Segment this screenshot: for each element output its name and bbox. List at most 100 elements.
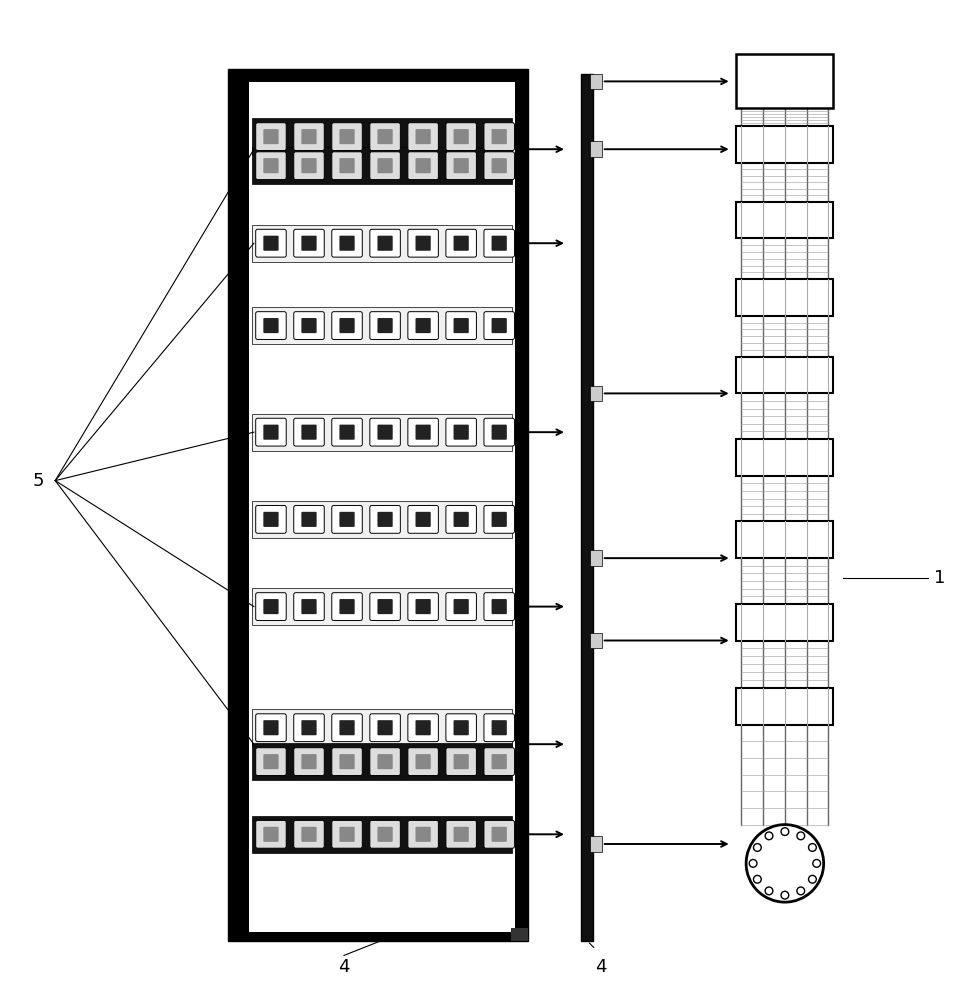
Circle shape: [808, 875, 816, 883]
FancyBboxPatch shape: [370, 312, 400, 339]
FancyBboxPatch shape: [416, 599, 431, 614]
FancyBboxPatch shape: [331, 748, 362, 776]
FancyBboxPatch shape: [370, 748, 400, 776]
FancyBboxPatch shape: [446, 748, 477, 776]
FancyBboxPatch shape: [446, 312, 477, 339]
Bar: [252, 743, 513, 780]
FancyBboxPatch shape: [446, 229, 477, 257]
FancyBboxPatch shape: [416, 236, 431, 251]
Bar: [252, 816, 513, 853]
FancyBboxPatch shape: [453, 158, 469, 173]
FancyBboxPatch shape: [339, 158, 355, 173]
FancyBboxPatch shape: [416, 158, 431, 173]
FancyBboxPatch shape: [378, 512, 392, 527]
Bar: [590, 836, 602, 852]
FancyBboxPatch shape: [339, 236, 355, 251]
FancyBboxPatch shape: [301, 512, 317, 527]
FancyBboxPatch shape: [491, 158, 507, 173]
FancyBboxPatch shape: [301, 129, 317, 144]
Circle shape: [754, 844, 762, 851]
FancyBboxPatch shape: [256, 312, 286, 339]
FancyBboxPatch shape: [264, 425, 278, 440]
FancyBboxPatch shape: [339, 754, 355, 769]
Bar: [511, 928, 528, 941]
FancyBboxPatch shape: [446, 593, 477, 620]
Bar: [590, 141, 602, 157]
FancyBboxPatch shape: [491, 425, 507, 440]
Circle shape: [797, 832, 804, 840]
FancyBboxPatch shape: [294, 820, 325, 848]
FancyBboxPatch shape: [256, 152, 286, 180]
FancyBboxPatch shape: [408, 748, 438, 776]
FancyBboxPatch shape: [264, 827, 278, 842]
FancyBboxPatch shape: [484, 229, 515, 257]
FancyBboxPatch shape: [294, 123, 325, 151]
FancyBboxPatch shape: [378, 318, 392, 333]
FancyBboxPatch shape: [491, 827, 507, 842]
Bar: [590, 550, 602, 566]
Circle shape: [749, 859, 757, 867]
Bar: [252, 414, 513, 451]
FancyBboxPatch shape: [264, 318, 278, 333]
Bar: [590, 74, 602, 89]
FancyBboxPatch shape: [331, 714, 362, 742]
FancyBboxPatch shape: [446, 820, 477, 848]
FancyBboxPatch shape: [370, 820, 400, 848]
FancyBboxPatch shape: [264, 236, 278, 251]
FancyBboxPatch shape: [301, 318, 317, 333]
Bar: [736, 54, 833, 108]
FancyBboxPatch shape: [256, 593, 286, 620]
FancyBboxPatch shape: [264, 158, 278, 173]
FancyBboxPatch shape: [331, 418, 362, 446]
FancyBboxPatch shape: [370, 152, 400, 180]
FancyBboxPatch shape: [484, 418, 515, 446]
FancyBboxPatch shape: [301, 599, 317, 614]
Bar: [252, 118, 513, 155]
FancyBboxPatch shape: [339, 827, 355, 842]
Circle shape: [797, 887, 804, 895]
FancyBboxPatch shape: [256, 820, 286, 848]
FancyBboxPatch shape: [301, 236, 317, 251]
FancyBboxPatch shape: [294, 312, 325, 339]
FancyBboxPatch shape: [484, 312, 515, 339]
FancyBboxPatch shape: [294, 748, 325, 776]
Bar: [736, 439, 833, 476]
Bar: [581, 74, 593, 941]
FancyBboxPatch shape: [331, 152, 362, 180]
FancyBboxPatch shape: [264, 512, 278, 527]
FancyBboxPatch shape: [484, 505, 515, 533]
FancyBboxPatch shape: [339, 318, 355, 333]
FancyBboxPatch shape: [408, 505, 438, 533]
FancyBboxPatch shape: [453, 318, 469, 333]
FancyBboxPatch shape: [339, 425, 355, 440]
Bar: [252, 225, 513, 262]
FancyBboxPatch shape: [491, 754, 507, 769]
FancyBboxPatch shape: [256, 505, 286, 533]
Bar: [252, 501, 513, 538]
FancyBboxPatch shape: [453, 236, 469, 251]
FancyBboxPatch shape: [408, 312, 438, 339]
Text: 4: 4: [595, 958, 607, 976]
FancyBboxPatch shape: [264, 720, 278, 735]
FancyBboxPatch shape: [491, 318, 507, 333]
FancyBboxPatch shape: [491, 512, 507, 527]
FancyBboxPatch shape: [446, 505, 477, 533]
FancyBboxPatch shape: [370, 418, 400, 446]
FancyBboxPatch shape: [378, 599, 392, 614]
FancyBboxPatch shape: [484, 152, 515, 180]
Bar: [249, 82, 516, 932]
Bar: [590, 633, 602, 648]
FancyBboxPatch shape: [408, 714, 438, 742]
FancyBboxPatch shape: [256, 229, 286, 257]
FancyBboxPatch shape: [294, 152, 325, 180]
FancyBboxPatch shape: [408, 820, 438, 848]
Bar: [736, 521, 833, 558]
FancyBboxPatch shape: [446, 152, 477, 180]
Circle shape: [813, 859, 821, 867]
Circle shape: [781, 828, 789, 835]
Bar: [252, 307, 513, 344]
FancyBboxPatch shape: [408, 593, 438, 620]
FancyBboxPatch shape: [491, 236, 507, 251]
FancyBboxPatch shape: [408, 152, 438, 180]
FancyBboxPatch shape: [294, 714, 325, 742]
